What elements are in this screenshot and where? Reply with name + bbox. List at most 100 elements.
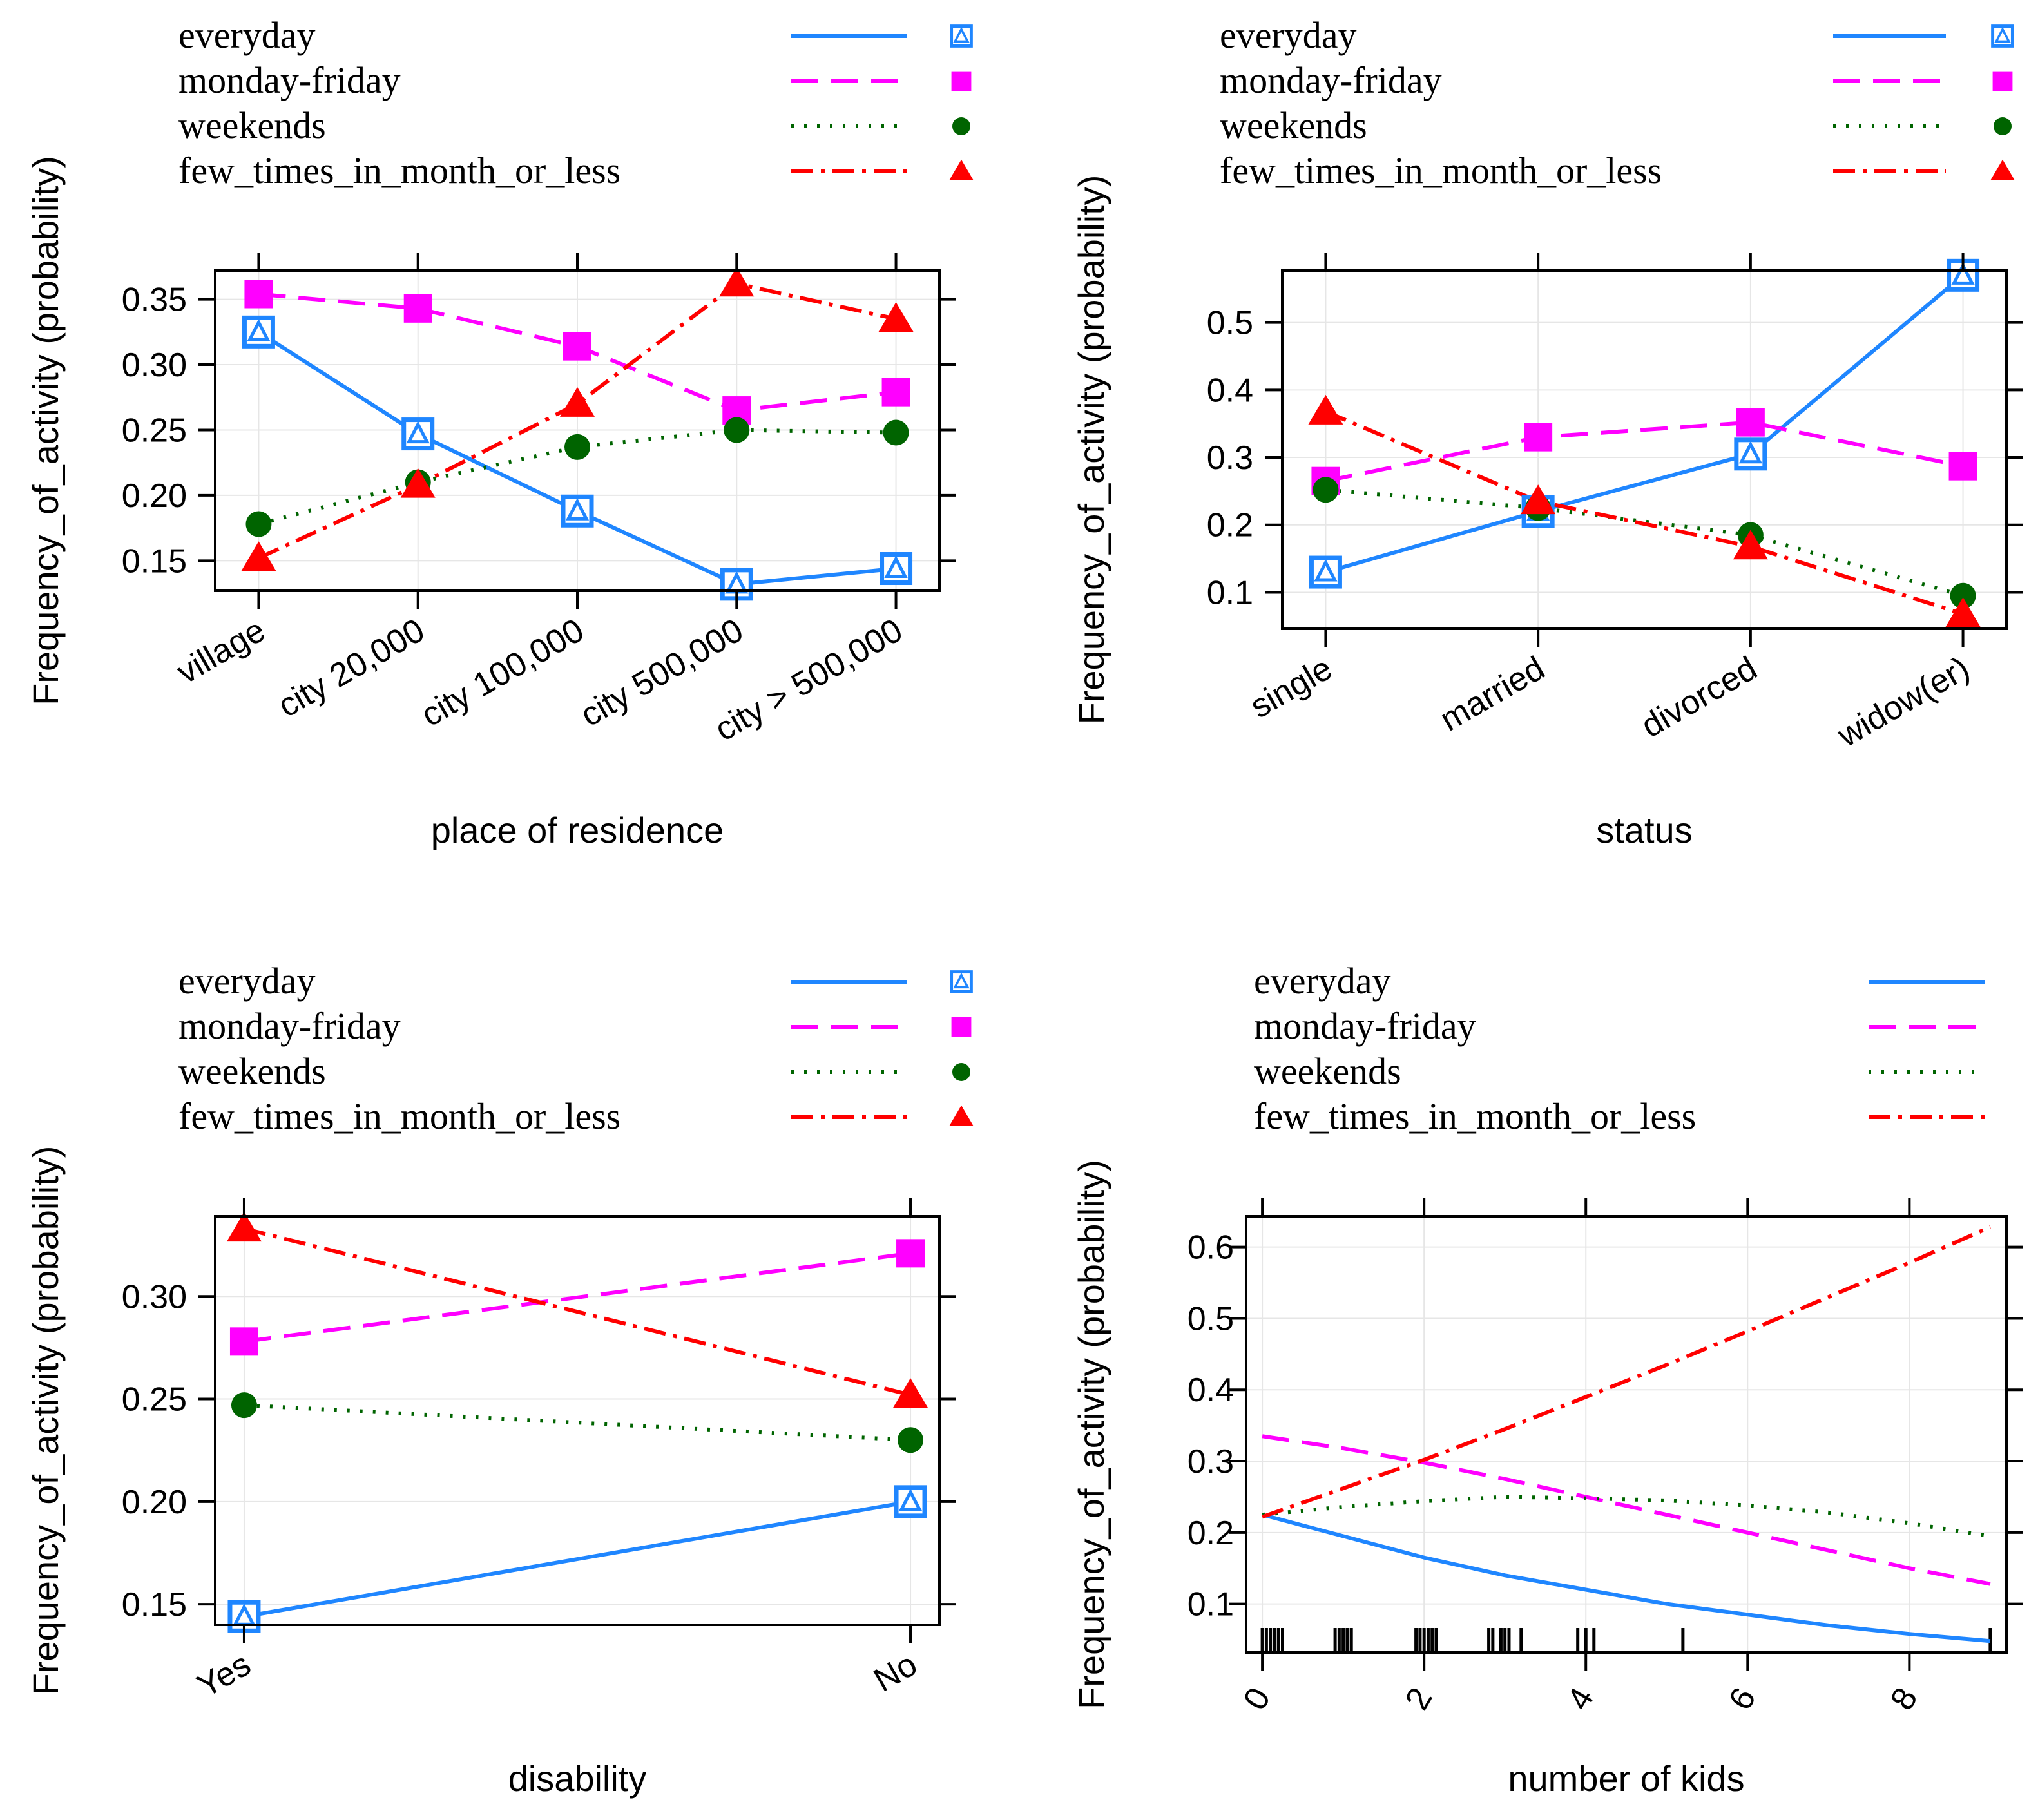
plot-frame — [1281, 269, 2008, 630]
point-everyday — [894, 1485, 927, 1518]
y-tick-label: 0.2 — [1188, 1515, 1234, 1552]
point-everyday — [242, 315, 275, 349]
point-monday-friday — [896, 1239, 925, 1268]
series-line-weekends — [244, 1403, 911, 1442]
y-tick-label: 0.35 — [122, 282, 187, 319]
legend-label-monday-friday: monday-friday — [1220, 59, 1442, 101]
legend-marker-monday-friday — [951, 71, 972, 91]
legend-marker-few-times-in-month-or-less — [1990, 159, 2015, 180]
legend-label-everyday: everyday — [178, 14, 316, 56]
point-monday-friday — [563, 332, 591, 361]
legend-label-few-times-in-month-or-less: few_times_in_month_or_less — [178, 1095, 620, 1137]
rug — [1260, 1628, 1992, 1652]
y-tick-label: 0.3 — [1188, 1443, 1234, 1480]
series-line-weekends — [258, 428, 896, 526]
legend-marker-monday-friday — [1992, 71, 2013, 91]
legend-marker-weekends — [952, 1063, 970, 1081]
series-line-few-times-in-month-or-less — [258, 282, 897, 560]
y-tick-label: 0.30 — [122, 1278, 187, 1316]
gridlines — [215, 1216, 939, 1625]
gridlines — [1246, 1216, 2006, 1652]
point-monday-friday — [1948, 452, 1977, 481]
point-weekends — [1950, 582, 1976, 609]
y-tick-label: 0.4 — [1207, 372, 1253, 409]
x-axis-label: status — [1596, 810, 1692, 850]
point-monday-friday — [403, 294, 432, 323]
legend-marker-everyday — [1991, 24, 2014, 48]
point-monday-friday — [229, 1327, 258, 1356]
legend: everydaymonday-fridayweekendsfew_times_i… — [178, 14, 974, 191]
y-tick-label: 0.20 — [122, 1484, 187, 1521]
y-axis: 0.15 0.20 0.25 0.30 0.35 — [122, 282, 956, 580]
point-few-times-in-month-or-less — [1308, 394, 1343, 425]
x-axis-label: number of kids — [1508, 1758, 1744, 1799]
series-line-everyday — [1325, 274, 1965, 574]
point-everyday — [561, 494, 594, 528]
point-weekends — [898, 1427, 924, 1453]
y-tick-label: 0.5 — [1207, 305, 1253, 342]
point-few-times-in-month-or-less — [226, 1212, 262, 1242]
y-tick-label: 0.25 — [122, 412, 187, 449]
point-weekends — [564, 434, 590, 460]
point-few-times-in-month-or-less — [719, 267, 755, 297]
y-axis-label: Frequency_of_activity (probability) — [25, 156, 66, 705]
y-axis-label: Frequency_of_activity (probability) — [1071, 1160, 1111, 1709]
plot-area — [214, 1212, 941, 1633]
point-few-times-in-month-or-less — [400, 468, 436, 498]
legend-marker-monday-friday — [951, 1017, 972, 1037]
plot-area — [1245, 1215, 2008, 1654]
legend-label-monday-friday: monday-friday — [178, 1005, 401, 1047]
legend-label-weekends: weekends — [178, 1050, 326, 1092]
legend-label-weekends: weekends — [1254, 1050, 1401, 1092]
point-everyday — [1734, 437, 1767, 471]
point-everyday — [401, 417, 435, 451]
point-weekends — [724, 417, 750, 443]
y-tick-label: 0.3 — [1207, 439, 1253, 477]
legend-label-few-times-in-month-or-less: few_times_in_month_or_less — [178, 149, 620, 191]
series-line-monday-friday — [244, 1251, 911, 1344]
point-weekends — [245, 511, 272, 537]
point-everyday — [1309, 555, 1342, 589]
legend-label-weekends: weekends — [1220, 104, 1367, 146]
legend: everydaymonday-fridayweekendsfew_times_i… — [1220, 14, 2015, 191]
point-monday-friday — [1524, 423, 1553, 452]
point-monday-friday — [244, 280, 273, 309]
point-few-times-in-month-or-less — [1521, 484, 1556, 515]
y-tick-label: 0.25 — [122, 1381, 187, 1419]
y-axis-label: Frequency_of_activity (probability) — [25, 1146, 66, 1696]
y-tick-label: 0.15 — [122, 542, 187, 580]
y-tick-label: 0.15 — [122, 1586, 187, 1624]
y-axis: 0.1 0.2 0.3 0.4 0.5 — [1207, 305, 2023, 611]
point-few-times-in-month-or-less — [241, 541, 276, 571]
y-tick-label: 0.6 — [1188, 1229, 1234, 1267]
x-axis-label: disability — [508, 1758, 647, 1799]
legend: everydaymonday-fridayweekendsfew_times_i… — [178, 960, 974, 1137]
legend-marker-few-times-in-month-or-less — [949, 1105, 974, 1126]
gridlines — [215, 271, 939, 591]
point-few-times-in-month-or-less — [1945, 597, 1981, 627]
legend-marker-everyday — [950, 970, 973, 993]
plot-frame — [1245, 1215, 2008, 1654]
legend-marker-weekends — [952, 117, 970, 135]
x-axis-label: place of residence — [431, 810, 724, 850]
y-tick-label: 0.1 — [1188, 1586, 1234, 1624]
legend: everydaymonday-fridayweekendsfew_times_i… — [1254, 960, 1985, 1137]
series-line-monday-friday — [1325, 420, 1964, 483]
y-axis-label: Frequency_of_activity (probability) — [1071, 175, 1111, 725]
legend-label-everyday: everyday — [1220, 14, 1357, 56]
series-line-monday-friday — [1262, 1434, 1991, 1586]
series-line-weekends — [1262, 1495, 1991, 1538]
y-tick-label: 0.20 — [122, 477, 187, 515]
point-weekends — [231, 1392, 257, 1419]
legend-marker-everyday — [950, 24, 973, 48]
legend-marker-weekends — [1994, 117, 2012, 135]
legend-label-few-times-in-month-or-less: few_times_in_month_or_less — [1254, 1095, 1696, 1137]
legend-label-monday-friday: monday-friday — [1254, 1005, 1476, 1047]
plot-frame — [214, 1215, 941, 1626]
point-monday-friday — [1736, 408, 1765, 437]
y-tick-label: 0.2 — [1207, 507, 1253, 544]
y-axis: 0.1 0.2 0.3 0.4 0.5 0.6 — [1188, 1229, 2023, 1624]
series-line-few-times-in-month-or-less — [1325, 410, 1964, 616]
point-monday-friday — [881, 378, 910, 407]
point-few-times-in-month-or-less — [878, 302, 914, 332]
